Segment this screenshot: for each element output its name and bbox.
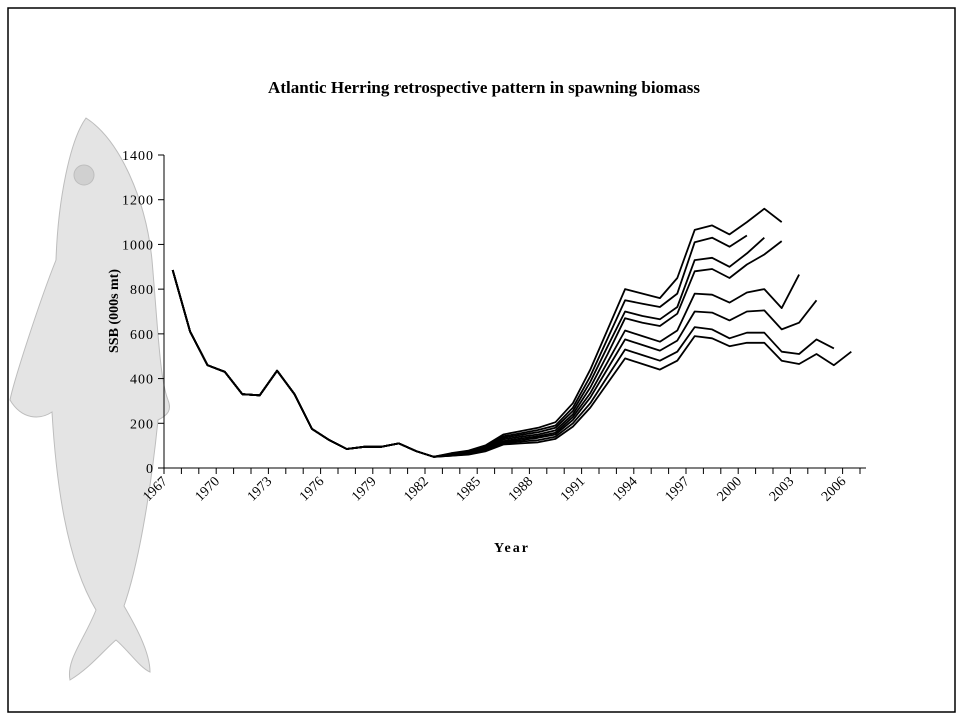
y-tick-label: 400	[130, 373, 154, 388]
y-tick-label: 1000	[122, 238, 154, 253]
y-tick-label: 1400	[122, 149, 154, 164]
x-axis-label: Year	[494, 541, 530, 556]
y-tick-label: 0	[146, 462, 154, 477]
slide-border	[7, 7, 956, 713]
y-tick-label: 1200	[122, 194, 154, 209]
chart-title: Atlantic Herring retrospective pattern i…	[268, 78, 700, 97]
y-tick-label: 200	[130, 417, 154, 432]
series-line	[171, 207, 783, 458]
y-tick-label: 800	[130, 283, 154, 298]
fish-eye	[73, 164, 95, 186]
y-tick-label: 600	[130, 328, 154, 343]
y-axis-label: SSB (000s mt)	[107, 269, 122, 353]
